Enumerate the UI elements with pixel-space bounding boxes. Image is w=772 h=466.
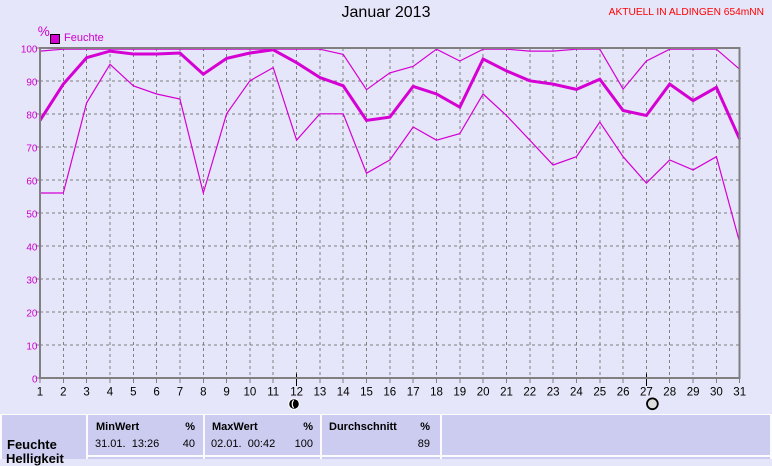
svg-text:30: 30 xyxy=(710,387,723,399)
svg-text:27: 27 xyxy=(640,387,653,399)
svg-text:40: 40 xyxy=(26,242,38,253)
svg-text:30: 30 xyxy=(26,275,38,286)
svg-text:3: 3 xyxy=(83,387,89,399)
svg-text:28: 28 xyxy=(663,387,676,399)
svg-text:11: 11 xyxy=(267,387,279,399)
svg-text:1: 1 xyxy=(37,387,43,399)
svg-text:17: 17 xyxy=(407,387,420,399)
svg-text:8: 8 xyxy=(200,387,206,399)
svg-text:100: 100 xyxy=(21,44,38,55)
svg-text:20: 20 xyxy=(477,387,490,399)
svg-text:12: 12 xyxy=(290,387,303,399)
svg-text:24: 24 xyxy=(570,387,583,399)
svg-text:23: 23 xyxy=(547,387,560,399)
svg-text:5: 5 xyxy=(130,387,136,399)
svg-text:7: 7 xyxy=(177,387,183,399)
svg-text:2: 2 xyxy=(60,387,66,399)
svg-text:21: 21 xyxy=(500,387,513,399)
svg-text:10: 10 xyxy=(26,341,38,352)
svg-text:60: 60 xyxy=(26,176,38,187)
svg-text:16: 16 xyxy=(383,387,396,399)
svg-text:31: 31 xyxy=(733,387,746,399)
svg-text:15: 15 xyxy=(360,387,373,399)
svg-text:29: 29 xyxy=(687,387,700,399)
svg-text:22: 22 xyxy=(523,387,536,399)
svg-text:10: 10 xyxy=(244,387,257,399)
svg-text:19: 19 xyxy=(453,387,466,399)
svg-text:0: 0 xyxy=(32,374,38,385)
svg-text:6: 6 xyxy=(153,387,159,399)
svg-text:80: 80 xyxy=(26,110,38,121)
svg-text:4: 4 xyxy=(107,387,114,399)
svg-text:26: 26 xyxy=(617,387,630,399)
svg-text:20: 20 xyxy=(26,308,38,319)
svg-text:25: 25 xyxy=(593,387,606,399)
svg-text:14: 14 xyxy=(337,387,350,399)
svg-text:18: 18 xyxy=(430,387,443,399)
svg-text:70: 70 xyxy=(26,143,38,154)
svg-text:50: 50 xyxy=(26,209,38,220)
svg-text:9: 9 xyxy=(223,387,229,399)
svg-text:13: 13 xyxy=(314,387,327,399)
svg-text:90: 90 xyxy=(26,77,38,88)
